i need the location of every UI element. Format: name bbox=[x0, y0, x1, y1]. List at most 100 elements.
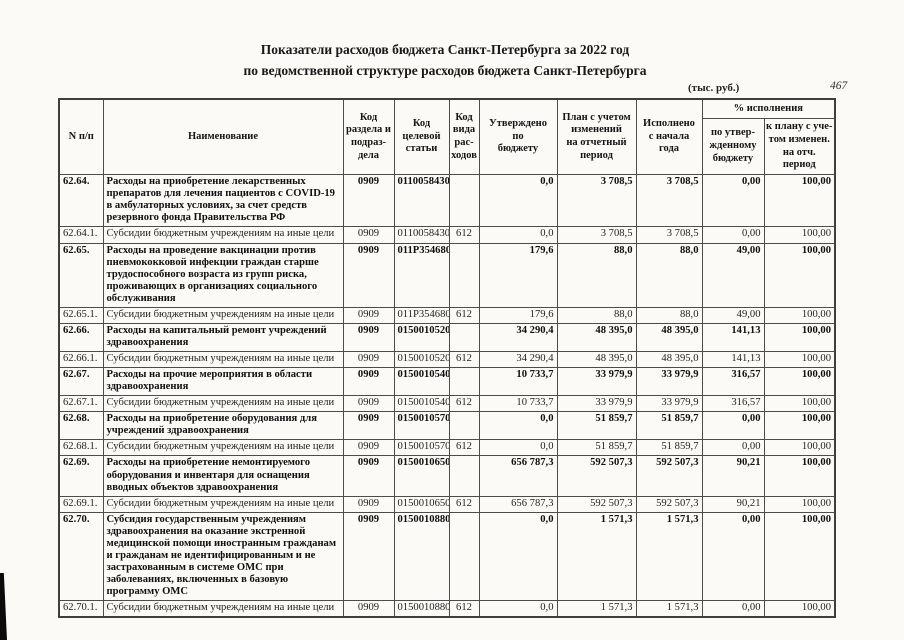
table-row: 62.69. Расходы на приобретение немонтируе… bbox=[58, 455, 836, 497]
cell-approved: 0,0 bbox=[478, 226, 558, 244]
page-number: 467 bbox=[830, 80, 848, 92]
table-row: 62.70.1. Субсидии бюджетным учреждениям н… bbox=[58, 600, 836, 618]
cell-section: 0909 bbox=[342, 306, 395, 324]
cell-plan: 88,0 bbox=[556, 306, 637, 324]
units-note: (тыс. руб.) bbox=[688, 82, 740, 94]
cell-section: 0909 bbox=[342, 511, 395, 602]
cell-plan: 51 859,7 bbox=[556, 411, 637, 441]
cell-target: 0150010570 bbox=[393, 439, 450, 457]
cell-section: 0909 bbox=[342, 242, 395, 308]
header-pct-plan: к плану с уче- том изменен. на отч. пери… bbox=[763, 117, 836, 176]
cell-num: 62.65.1. bbox=[58, 306, 104, 324]
cell-name: Субсидии бюджетным учреждениям на иные ц… bbox=[102, 395, 344, 413]
cell-executed: 1 571,3 bbox=[635, 600, 703, 618]
cell-approved: 656 787,3 bbox=[478, 455, 558, 497]
cell-num: 62.64.1. bbox=[58, 226, 104, 244]
header-executed: Исполнено с начала года bbox=[635, 98, 703, 176]
cell-section: 0909 bbox=[342, 455, 395, 497]
cell-target: 0150010540 bbox=[393, 395, 450, 413]
cell-executed: 48 395,0 bbox=[635, 322, 703, 353]
cell-target: 0150010520 bbox=[393, 350, 450, 369]
document-title: Показатели расходов бюджета Санкт-Петерб… bbox=[58, 40, 832, 82]
cell-pct-plan: 100,00 bbox=[763, 306, 836, 324]
cell-pct-plan: 100,00 bbox=[763, 411, 836, 441]
cell-executed: 592 507,3 bbox=[635, 455, 703, 497]
cell-approved: 10 733,7 bbox=[478, 395, 558, 413]
cell-pct-plan: 100,00 bbox=[763, 395, 836, 413]
cell-pct-plan: 100,00 bbox=[763, 350, 836, 369]
cell-executed: 1 571,3 bbox=[635, 511, 703, 602]
cell-target: 0150010540 bbox=[393, 367, 450, 397]
cell-pct-plan: 100,00 bbox=[763, 174, 836, 228]
cell-executed: 51 859,7 bbox=[635, 439, 703, 457]
cell-num: 62.68. bbox=[58, 411, 104, 441]
cell-kind: 612 bbox=[448, 350, 480, 369]
cell-name: Расходы на капитальный ремонт учреждений… bbox=[102, 322, 344, 353]
cell-pct-plan: 100,00 bbox=[763, 322, 836, 353]
scan-edge-artifact bbox=[0, 573, 7, 640]
cell-target: 0150010570 bbox=[393, 411, 450, 441]
cell-approved: 0,0 bbox=[478, 511, 558, 602]
table-row: 62.68. Расходы на приобретение оборудован… bbox=[58, 411, 836, 441]
cell-target: 0150010520 bbox=[393, 322, 450, 353]
cell-plan: 33 979,9 bbox=[556, 395, 637, 413]
cell-name: Субсидии бюджетным учреждениям на иные ц… bbox=[102, 495, 344, 513]
cell-name: Субсидия государственным учреждениям здр… bbox=[102, 511, 344, 602]
document-title-line2: по ведомственной структуре расходов бюдж… bbox=[243, 62, 647, 78]
cell-num: 62.66. bbox=[58, 322, 104, 353]
cell-num: 62.67. bbox=[58, 367, 104, 397]
header-approved: Утверждено по бюджету bbox=[478, 98, 558, 176]
cell-target: 0150010880 bbox=[393, 511, 450, 602]
cell-approved: 179,6 bbox=[478, 306, 558, 324]
cell-target: 011P354680 bbox=[393, 306, 450, 324]
cell-approved: 34 290,4 bbox=[478, 322, 558, 353]
cell-kind: 612 bbox=[448, 226, 480, 244]
cell-pct-plan: 100,00 bbox=[763, 600, 836, 618]
table-row: 62.67. Расходы на прочие мероприятия в об… bbox=[58, 367, 836, 397]
table-row: 62.65. Расходы на проведение вакцинации п… bbox=[58, 242, 836, 308]
cell-name: Расходы на прочие мероприятия в области … bbox=[102, 367, 344, 397]
cell-pct-budget: 316,57 bbox=[701, 367, 765, 397]
header-name: Наименование bbox=[102, 98, 344, 176]
cell-pct-plan: 100,00 bbox=[763, 455, 836, 497]
cell-executed: 48 395,0 bbox=[635, 350, 703, 369]
cell-target: 0110058430 bbox=[393, 226, 450, 244]
cell-num: 62.69. bbox=[58, 455, 104, 497]
cell-kind bbox=[448, 511, 480, 602]
cell-approved: 0,0 bbox=[478, 411, 558, 441]
cell-target: 011P354680 bbox=[393, 242, 450, 308]
cell-kind bbox=[448, 455, 480, 497]
cell-pct-plan: 100,00 bbox=[763, 367, 836, 397]
cell-plan: 3 708,5 bbox=[556, 226, 637, 244]
cell-plan: 592 507,3 bbox=[556, 455, 637, 497]
cell-executed: 51 859,7 bbox=[635, 411, 703, 441]
document-title-line1: Показатели расходов бюджета Санкт-Петерб… bbox=[260, 42, 630, 57]
cell-name: Расходы на проведение вакцинации против … bbox=[102, 242, 344, 308]
cell-num: 62.70. bbox=[58, 511, 104, 602]
cell-plan: 48 395,0 bbox=[556, 350, 637, 369]
cell-section: 0909 bbox=[342, 174, 395, 228]
cell-approved: 0,0 bbox=[478, 439, 558, 457]
cell-name: Субсидии бюджетным учреждениям на иные ц… bbox=[102, 439, 344, 457]
cell-pct-plan: 100,00 bbox=[763, 511, 836, 602]
cell-num: 62.65. bbox=[58, 242, 104, 308]
table-row: 62.64. Расходы на приобретение лекарствен… bbox=[58, 174, 836, 228]
cell-kind: 612 bbox=[448, 600, 480, 618]
table-body: 62.64. Расходы на приобретение лекарствен… bbox=[58, 174, 836, 618]
cell-plan: 33 979,9 bbox=[556, 367, 637, 397]
table-row: 62.64.1. Субсидии бюджетным учреждениям н… bbox=[58, 226, 836, 244]
cell-pct-budget: 49,00 bbox=[701, 242, 765, 308]
header-pct-budget: по утвер- жденному бюджету bbox=[701, 117, 765, 176]
cell-pct-budget: 0,00 bbox=[701, 439, 765, 457]
table-row: 62.68.1. Субсидии бюджетным учреждениям н… bbox=[58, 439, 836, 457]
cell-name: Субсидии бюджетным учреждениям на иные ц… bbox=[102, 350, 344, 369]
table-row: 62.70. Субсидия государственным учреждени… bbox=[58, 511, 836, 602]
cell-pct-budget: 316,57 bbox=[701, 395, 765, 413]
cell-approved: 656 787,3 bbox=[478, 495, 558, 513]
cell-kind bbox=[448, 174, 480, 228]
cell-section: 0909 bbox=[342, 439, 395, 457]
cell-approved: 0,0 bbox=[478, 174, 558, 228]
cell-num: 62.66.1. bbox=[58, 350, 104, 369]
cell-executed: 33 979,9 bbox=[635, 395, 703, 413]
